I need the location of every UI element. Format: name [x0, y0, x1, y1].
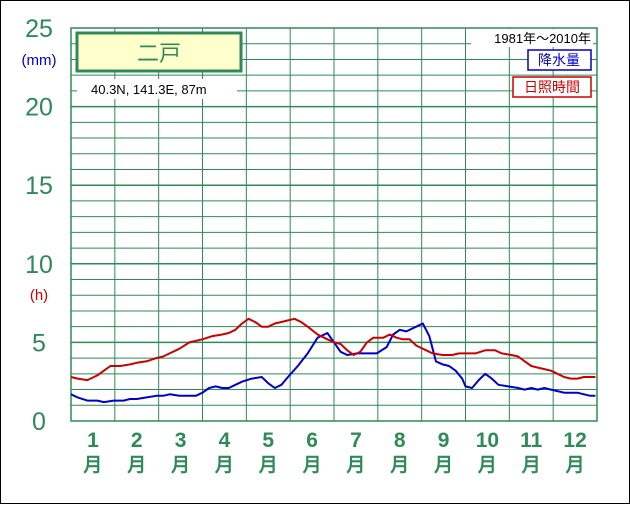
period-label: 1981年～2010年 — [494, 31, 591, 46]
station-coords: 40.3N, 141.3E, 87m — [91, 82, 207, 97]
y-axis-ticks: 0 5 10 15 20 25 — [25, 15, 53, 436]
x-tick-month-number: 11 — [520, 429, 543, 452]
y-tick-label: 0 — [32, 408, 46, 436]
legend-sunshine-label: 日照時間 — [524, 79, 580, 95]
coords-bg — [77, 79, 237, 99]
x-tick-month-number: 4 — [219, 429, 231, 452]
y-tick-label: 25 — [25, 15, 53, 43]
x-tick-month-number: 12 — [563, 429, 586, 452]
x-tick-month-kanji: 月 — [126, 455, 146, 476]
x-tick-month-kanji: 月 — [82, 455, 102, 476]
x-tick-month-kanji: 月 — [258, 455, 278, 476]
station-box — [75, 31, 243, 73]
x-tick-month-kanji: 月 — [345, 455, 365, 476]
x-tick-month-kanji: 月 — [170, 455, 190, 476]
x-tick-month-number: 5 — [262, 429, 274, 452]
x-tick-month-number: 7 — [350, 429, 362, 452]
y-tick-label: 20 — [25, 94, 53, 122]
x-axis-months: 1 月 2 月 3 月 4 月 5 月 6 月 7 月 8 月 9 月 10 月 11 月 12 月 — [82, 429, 586, 476]
x-tick-month-kanji: 月 — [214, 455, 234, 476]
unit-label-mm: (mm) — [22, 52, 57, 69]
x-tick-month-number: 6 — [306, 429, 318, 452]
x-tick-month-number: 8 — [394, 429, 406, 452]
x-tick-month-kanji: 月 — [302, 455, 322, 476]
x-tick-month-kanji: 月 — [433, 455, 453, 476]
series-lines — [70, 317, 596, 404]
x-tick-month-kanji: 月 — [389, 455, 409, 476]
y-tick-label: 10 — [25, 251, 53, 279]
x-tick-month-number: 2 — [131, 429, 143, 452]
unit-label-h: (h) — [30, 287, 48, 304]
x-tick-month-number: 3 — [175, 429, 187, 452]
x-tick-month-kanji: 月 — [521, 455, 541, 476]
legend-precip-box — [527, 49, 592, 71]
legend-precip-label: 降水量 — [538, 52, 580, 68]
x-tick-month-number: 10 — [476, 429, 499, 452]
x-tick-month-number: 1 — [87, 429, 99, 452]
series-line-日照時間 — [70, 317, 596, 382]
x-tick-month-number: 9 — [438, 429, 450, 452]
x-tick-month-kanji: 月 — [565, 455, 585, 476]
station-name: 二戸 — [137, 41, 181, 66]
x-tick-month-kanji: 月 — [477, 455, 497, 476]
series-line-降水量 — [70, 322, 596, 404]
period-bg — [471, 29, 593, 47]
y-tick-label: 5 — [32, 329, 46, 357]
legend-sunshine-box — [512, 76, 592, 98]
y-tick-label: 15 — [25, 172, 53, 200]
